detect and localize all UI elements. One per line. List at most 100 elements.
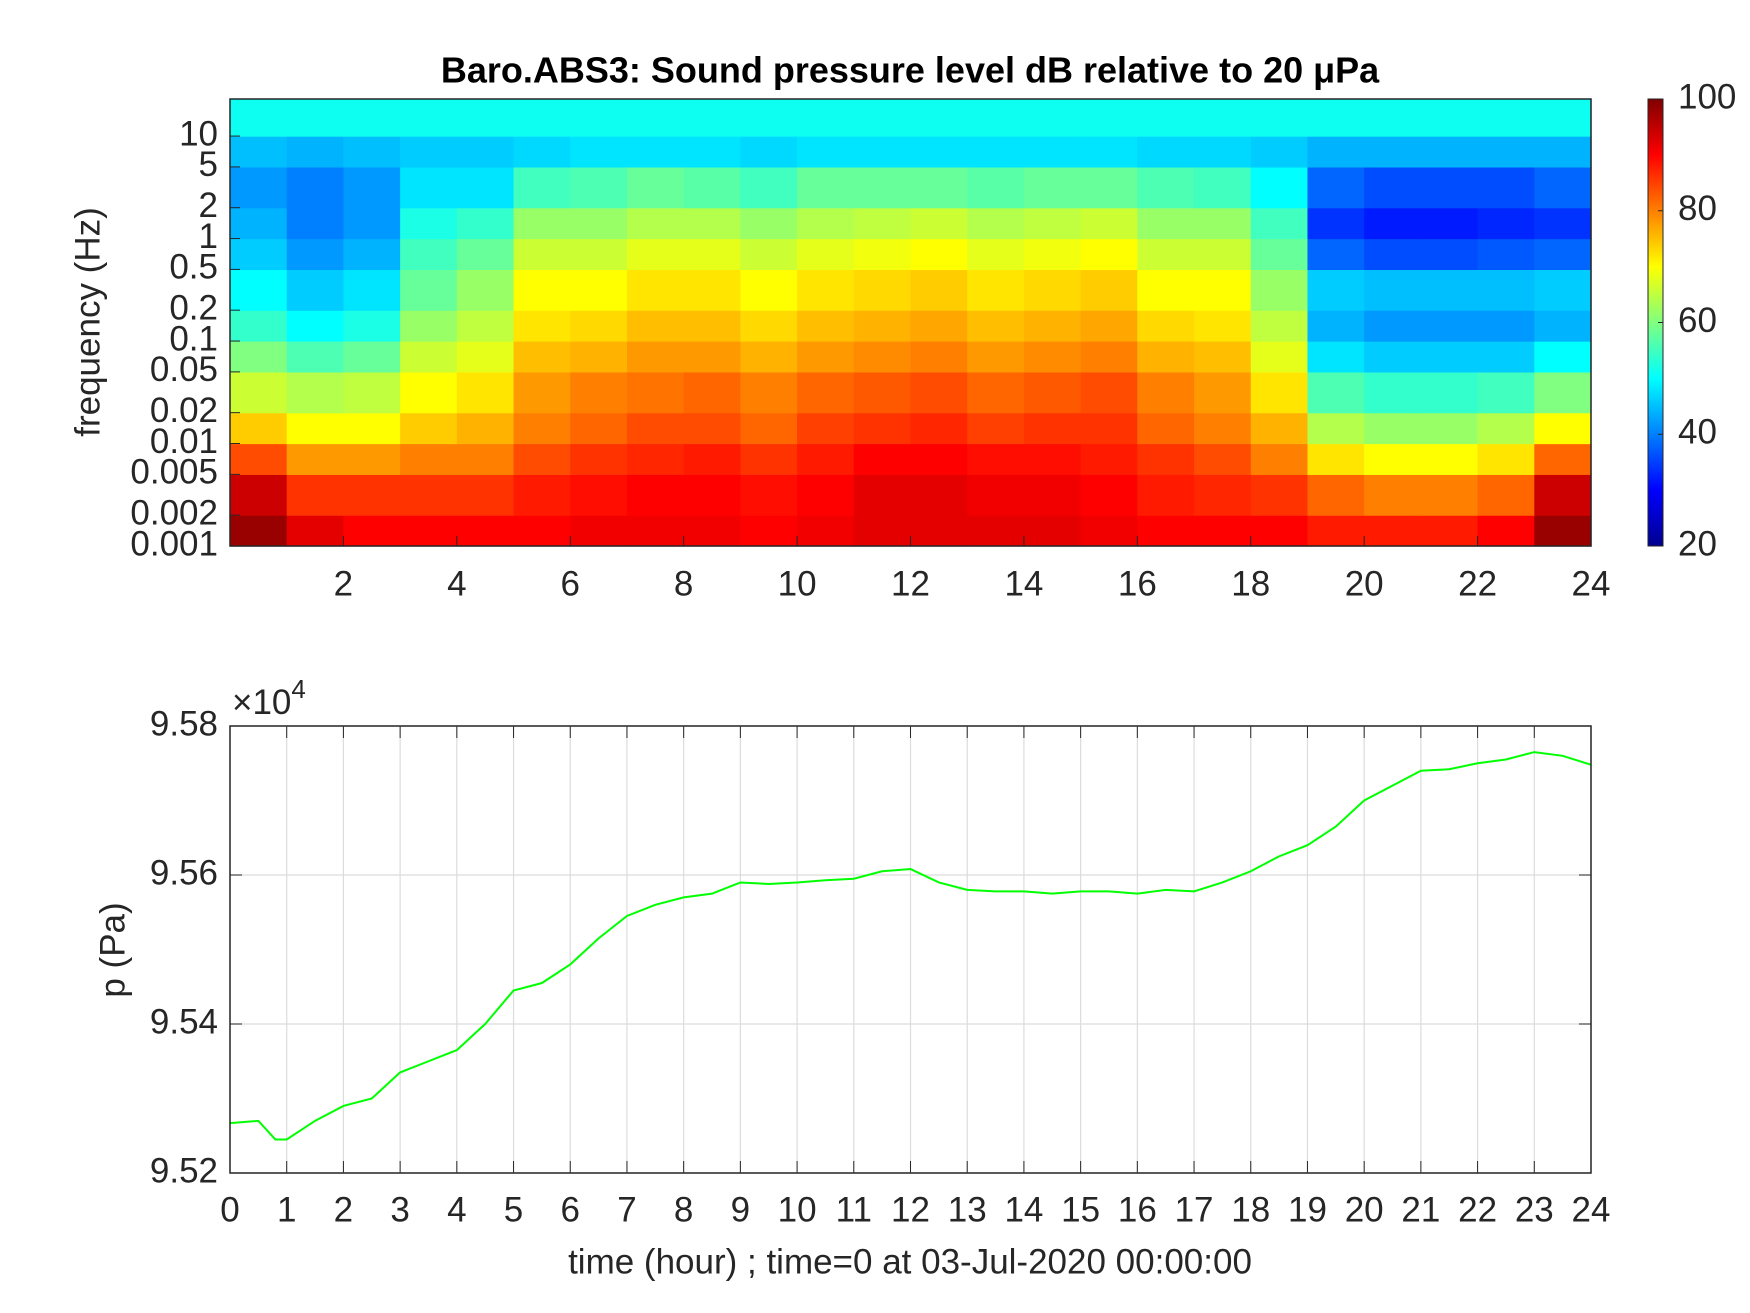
heatmap-cell	[1194, 99, 1252, 137]
heatmap-cell	[1307, 443, 1365, 475]
colorbar-tick-label: 60	[1678, 301, 1717, 340]
heatmap-cell	[513, 371, 571, 414]
x-tick-label: 7	[617, 1190, 636, 1229]
heatmap-cell	[1194, 310, 1252, 342]
heatmap-cell	[400, 515, 458, 547]
heatmap-cell	[1477, 99, 1535, 137]
x-tick-label: 14	[1004, 564, 1043, 603]
heatmap-cell	[1194, 207, 1252, 240]
heatmap-cell	[1420, 341, 1479, 373]
heatmap-cell	[797, 310, 855, 342]
heatmap-cell	[1364, 136, 1422, 168]
heatmap-cell	[1420, 207, 1479, 240]
heatmap-cell	[1364, 412, 1422, 445]
heatmap-cell	[230, 443, 288, 475]
heatmap-cell	[1250, 443, 1309, 475]
heatmap-cell	[1137, 515, 1195, 547]
x-tick-label: 20	[1345, 564, 1384, 603]
heatmap-cell	[740, 310, 798, 342]
heatmap-cell	[1534, 166, 1592, 209]
heatmap-cell	[1477, 269, 1535, 311]
heatmap-cell	[797, 412, 855, 445]
heatmap-cell	[797, 443, 855, 475]
heatmap-cell	[400, 238, 458, 271]
heatmap-cell	[1534, 136, 1592, 168]
heatmap-cell	[1080, 310, 1138, 342]
x-tick-label: 0	[220, 1190, 239, 1229]
heatmap-cell	[230, 371, 288, 414]
heatmap-cell	[1080, 341, 1138, 373]
heatmap-cell	[910, 269, 968, 311]
heatmap-cell	[1477, 412, 1535, 445]
x-tick-label: 6	[561, 1190, 580, 1229]
heatmap-cell	[456, 310, 515, 342]
heatmap-cell	[967, 371, 1025, 414]
heatmap-cell	[1023, 412, 1082, 445]
heatmap-cell	[400, 412, 458, 445]
heatmap-cell	[1194, 238, 1252, 271]
heatmap-cell	[1137, 166, 1195, 209]
heatmap-cell	[626, 515, 685, 547]
heatmap-cell	[1023, 136, 1082, 168]
heatmap-cell	[740, 269, 798, 311]
y-tick-label: 0.2	[169, 288, 218, 327]
heatmap-cell	[1080, 443, 1138, 475]
x-tick-label: 15	[1061, 1190, 1100, 1229]
heatmap-cell	[1307, 207, 1365, 240]
heatmap-cell	[967, 443, 1025, 475]
heatmap-cell	[853, 99, 912, 137]
heatmap-cell	[797, 166, 855, 209]
heatmap-cell	[230, 269, 288, 311]
heatmap-cell	[230, 238, 288, 271]
heatmap-cell	[740, 238, 798, 271]
heatmap-cell	[570, 166, 628, 209]
heatmap-cell	[513, 166, 571, 209]
heatmap-cell	[1420, 269, 1479, 311]
heatmap-cell	[1250, 207, 1309, 240]
x-tick-label: 5	[504, 1190, 523, 1229]
heatmap-cell	[967, 99, 1025, 137]
heatmap-cell	[570, 310, 628, 342]
heatmap-cell	[1023, 238, 1082, 271]
colorbar-tick-label: 40	[1678, 413, 1717, 452]
colorbar-tick-label: 100	[1678, 77, 1736, 116]
heatmap-cell	[456, 371, 515, 414]
heatmap-cell	[230, 166, 288, 209]
y-tick-label: 0.005	[130, 453, 218, 492]
heatmap-cell	[1420, 443, 1479, 475]
y-tick-label: 2	[199, 186, 218, 225]
heatmap-cell	[286, 238, 345, 271]
heatmap-cell	[910, 371, 968, 414]
heatmap-cell	[853, 341, 912, 373]
y-tick-label: 1	[199, 217, 218, 256]
heatmap-cell	[1137, 474, 1195, 516]
heatmap-cell	[626, 341, 685, 373]
heatmap-cell	[967, 136, 1025, 168]
heatmap-cell	[1534, 341, 1592, 373]
heatmap-cell	[230, 474, 288, 516]
heatmap-cell	[626, 269, 685, 311]
heatmap-cell	[1534, 412, 1592, 445]
heatmap-cell	[1534, 474, 1592, 516]
heatmap-cell	[740, 207, 798, 240]
heatmap-cell	[400, 443, 458, 475]
x-tick-label: 10	[778, 1190, 817, 1229]
heatmap-cell	[740, 99, 798, 137]
heatmap-cell	[513, 238, 571, 271]
heatmap-cell	[1364, 99, 1422, 137]
heatmap-cell	[967, 238, 1025, 271]
heatmap-cell	[1080, 207, 1138, 240]
x-tick-label: 8	[674, 564, 693, 603]
y-tick-label: 0.002	[130, 493, 218, 532]
y-tick-label: 9.52	[150, 1151, 218, 1190]
heatmap-cell	[797, 136, 855, 168]
heatmap-cell	[230, 136, 288, 168]
x-tick-label: 23	[1515, 1190, 1554, 1229]
y-axis-label: p (Pa)	[93, 902, 132, 997]
y-tick-label: 9.56	[150, 853, 218, 892]
heatmap-cell	[1080, 474, 1138, 516]
heatmap-cell	[400, 310, 458, 342]
heatmap-cell	[513, 341, 571, 373]
heatmap-cell	[967, 207, 1025, 240]
heatmap-cell	[1250, 136, 1309, 168]
